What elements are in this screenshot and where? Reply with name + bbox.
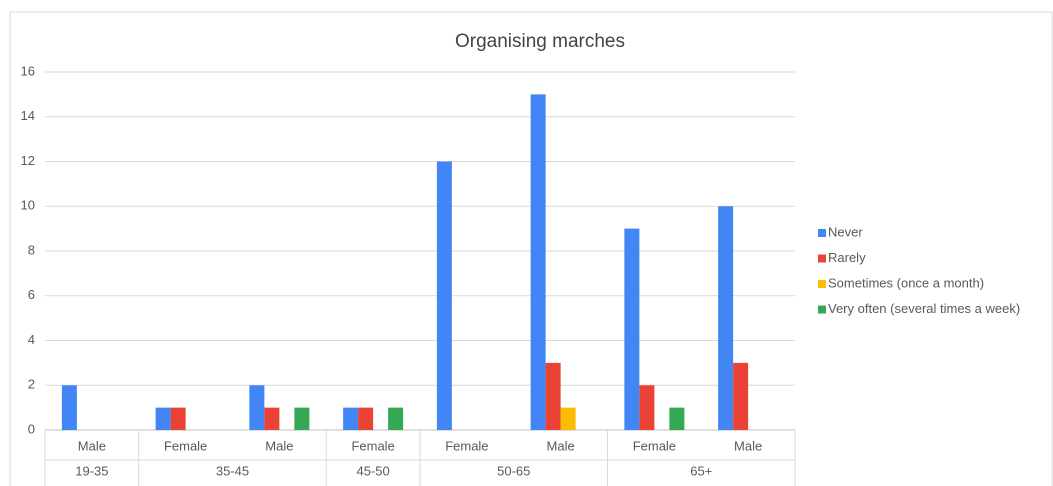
legend-label: Sometimes (once a month) bbox=[828, 275, 984, 290]
group-label: 19-35 bbox=[75, 463, 108, 478]
bar bbox=[170, 407, 186, 430]
bar bbox=[718, 206, 734, 430]
y-tick-label: 6 bbox=[28, 287, 35, 302]
x-tick-label: Male bbox=[78, 438, 106, 453]
legend-swatch bbox=[818, 280, 826, 288]
bar bbox=[388, 407, 404, 430]
bar bbox=[530, 94, 546, 430]
y-tick-label: 10 bbox=[21, 198, 35, 213]
legend-swatch bbox=[818, 229, 826, 237]
group-label: 35-45 bbox=[216, 463, 249, 478]
group-label: 45-50 bbox=[357, 463, 390, 478]
group-label: 65+ bbox=[690, 463, 712, 478]
y-tick-label: 14 bbox=[21, 108, 35, 123]
bar bbox=[358, 407, 374, 430]
x-tick-label: Female bbox=[633, 438, 676, 453]
bar bbox=[264, 407, 280, 430]
y-tick-label: 8 bbox=[28, 242, 35, 257]
chart-title: Organising marches bbox=[455, 31, 625, 52]
x-tick-label: Female bbox=[164, 438, 207, 453]
bar bbox=[436, 161, 452, 430]
bar bbox=[61, 385, 77, 430]
bar bbox=[294, 407, 310, 430]
x-tick-label: Male bbox=[547, 438, 575, 453]
x-tick-label: Male bbox=[734, 438, 762, 453]
bar bbox=[545, 362, 561, 430]
y-tick-label: 12 bbox=[21, 153, 35, 168]
legend-swatch bbox=[818, 305, 826, 314]
bar bbox=[733, 362, 749, 430]
bar bbox=[560, 407, 576, 430]
bar bbox=[343, 407, 359, 430]
legend-label: Very often (several times a week) bbox=[828, 301, 1020, 316]
group-label: 50-65 bbox=[497, 463, 530, 478]
bar bbox=[669, 407, 685, 430]
chart-border bbox=[9, 11, 1053, 486]
bar bbox=[155, 407, 171, 430]
x-tick-label: Female bbox=[445, 438, 488, 453]
legend-swatch bbox=[818, 254, 826, 263]
legend-label: Never bbox=[828, 224, 863, 239]
x-tick-label: Male bbox=[265, 438, 293, 453]
bar bbox=[624, 228, 640, 430]
y-tick-label: 0 bbox=[28, 421, 35, 436]
bar bbox=[639, 385, 655, 430]
bar bbox=[249, 385, 265, 430]
y-tick-label: 16 bbox=[21, 63, 35, 78]
y-tick-label: 4 bbox=[28, 332, 35, 347]
y-tick-label: 2 bbox=[28, 377, 35, 392]
legend-label: Rarely bbox=[828, 250, 866, 265]
x-tick-label: Female bbox=[351, 438, 394, 453]
